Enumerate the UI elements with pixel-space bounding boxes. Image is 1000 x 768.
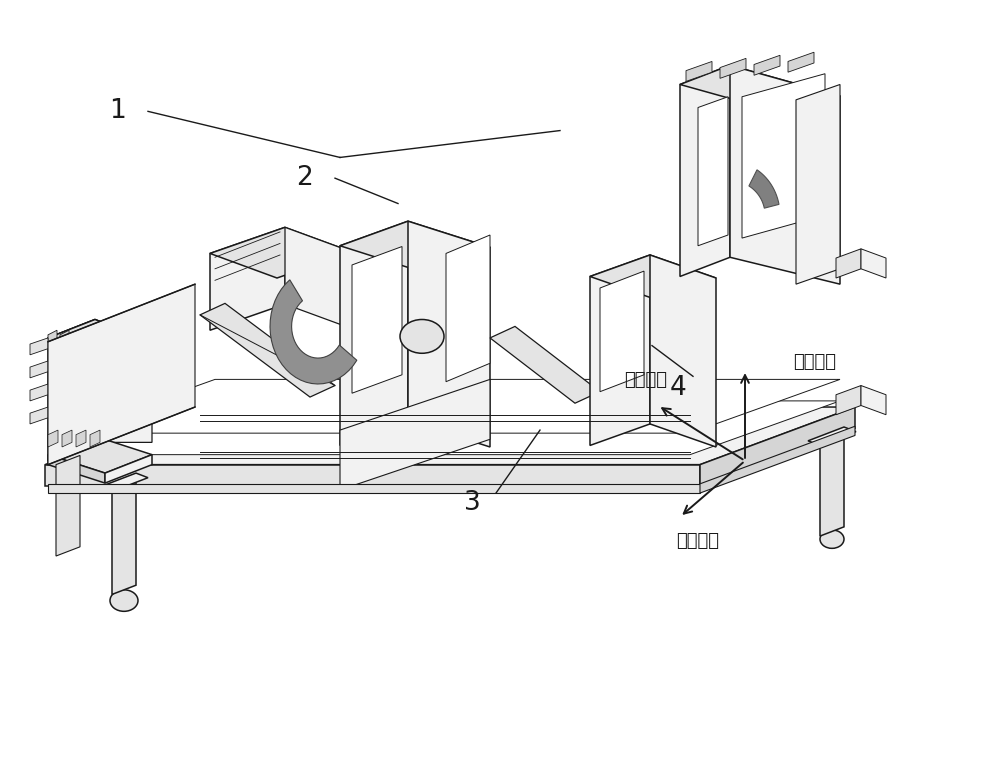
Polygon shape (285, 227, 352, 329)
Polygon shape (742, 74, 825, 238)
Polygon shape (720, 58, 746, 78)
Polygon shape (788, 52, 814, 72)
Polygon shape (48, 319, 152, 361)
Polygon shape (90, 430, 100, 447)
Polygon shape (270, 280, 357, 384)
Polygon shape (836, 249, 861, 278)
Polygon shape (490, 326, 600, 403)
Polygon shape (210, 227, 352, 278)
Polygon shape (112, 482, 136, 594)
Polygon shape (600, 271, 644, 392)
Polygon shape (30, 407, 48, 424)
Polygon shape (836, 386, 861, 415)
Polygon shape (62, 430, 72, 447)
Polygon shape (30, 338, 48, 355)
Polygon shape (446, 235, 490, 382)
Polygon shape (48, 455, 105, 483)
Polygon shape (808, 427, 856, 445)
Polygon shape (72, 330, 81, 347)
Polygon shape (30, 384, 48, 401)
Polygon shape (48, 430, 58, 447)
Text: 第二方向: 第二方向 (624, 371, 668, 389)
Polygon shape (352, 247, 402, 393)
Text: 2: 2 (297, 165, 313, 191)
Polygon shape (754, 55, 780, 75)
Polygon shape (340, 221, 490, 272)
Polygon shape (700, 426, 855, 493)
Polygon shape (861, 386, 886, 415)
Text: 4: 4 (670, 375, 686, 401)
Polygon shape (60, 330, 69, 347)
Polygon shape (686, 61, 712, 81)
Polygon shape (48, 284, 195, 465)
Polygon shape (730, 65, 840, 284)
Polygon shape (56, 455, 80, 556)
Text: 第一方向: 第一方向 (677, 532, 720, 551)
Polygon shape (698, 97, 728, 246)
Polygon shape (700, 407, 855, 486)
Polygon shape (590, 255, 716, 300)
Polygon shape (749, 170, 779, 208)
Circle shape (400, 319, 444, 353)
Text: 第三方向: 第三方向 (794, 353, 836, 372)
Polygon shape (861, 249, 886, 278)
Polygon shape (680, 65, 730, 276)
Polygon shape (30, 361, 48, 378)
Text: 1: 1 (110, 98, 126, 124)
Polygon shape (650, 255, 716, 447)
Polygon shape (84, 330, 93, 347)
Polygon shape (76, 430, 86, 447)
Polygon shape (105, 455, 152, 483)
Polygon shape (95, 319, 152, 442)
Polygon shape (680, 65, 840, 115)
Circle shape (820, 530, 844, 548)
Polygon shape (340, 379, 490, 490)
Polygon shape (48, 330, 57, 347)
Polygon shape (200, 303, 335, 397)
Polygon shape (48, 319, 152, 361)
Polygon shape (45, 407, 855, 465)
Polygon shape (65, 401, 840, 455)
Polygon shape (48, 436, 152, 473)
Polygon shape (408, 221, 490, 447)
Polygon shape (590, 255, 650, 445)
Polygon shape (100, 473, 148, 492)
Polygon shape (340, 221, 408, 445)
Polygon shape (45, 465, 700, 486)
Polygon shape (820, 436, 844, 536)
Polygon shape (796, 84, 840, 284)
Polygon shape (48, 484, 700, 493)
Polygon shape (48, 319, 95, 461)
Polygon shape (210, 227, 285, 330)
Text: 3: 3 (464, 490, 480, 516)
Circle shape (110, 590, 138, 611)
Polygon shape (65, 379, 840, 433)
